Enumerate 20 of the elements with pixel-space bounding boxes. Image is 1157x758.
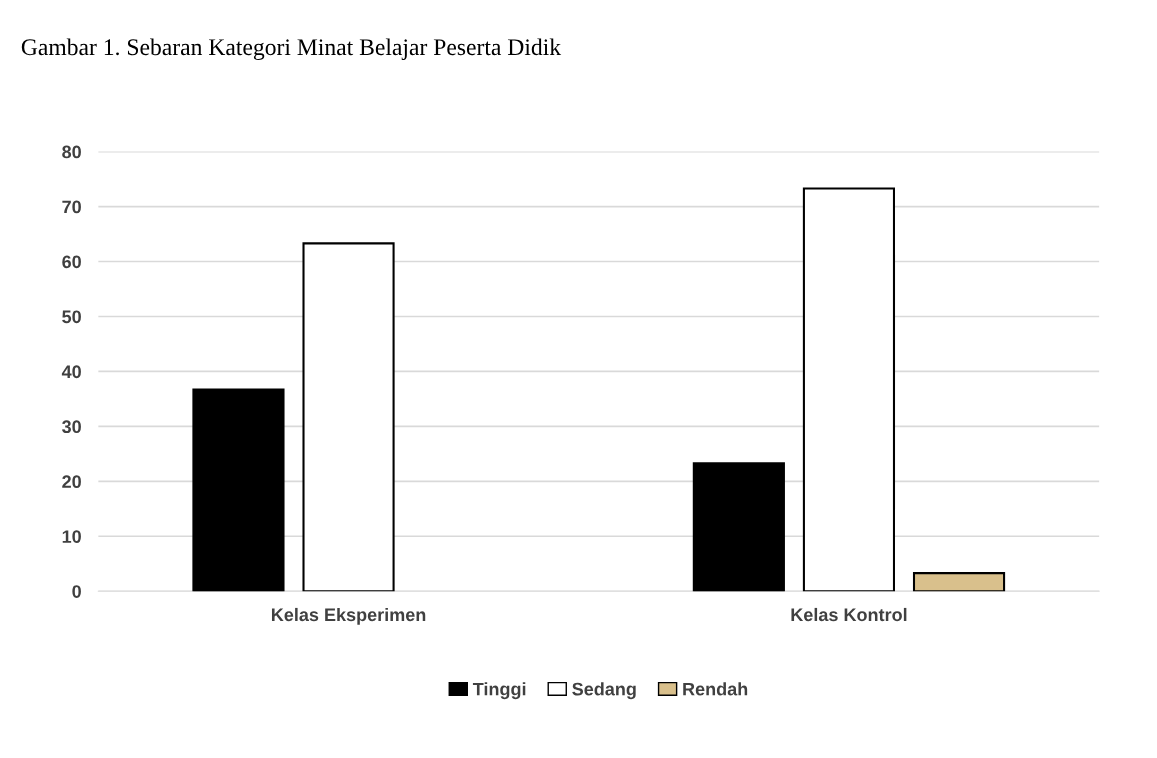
y-tick-label: 40: [61, 365, 81, 379]
chart-title: Gambar 1. Sebaran Kategori Minat Belajar Peserta Didik: [21, 38, 562, 61]
legend-label: Rendah: [683, 682, 748, 696]
x-tick-label: Kelas Kontrol: [791, 607, 907, 622]
y-tick-label: 60: [62, 255, 81, 269]
y-tick-label: 50: [62, 310, 81, 324]
bar: [802, 187, 896, 592]
y-tick-label: 80: [62, 145, 81, 159]
y-tick-label: 30: [62, 420, 81, 434]
legend-label: Tinggi: [472, 682, 526, 700]
bar: [912, 572, 1006, 592]
x-tick-label: Kelas Eksperimen: [271, 607, 426, 625]
y-tick-label: 70: [62, 200, 81, 214]
bar: [692, 462, 785, 592]
legend-label: Sedang: [572, 682, 636, 700]
bar: [302, 242, 395, 592]
y-tick-label: 10: [62, 530, 81, 544]
y-tick-label: 0: [72, 585, 81, 598]
bar: [192, 388, 285, 592]
y-tick-label: 20: [62, 475, 81, 489]
